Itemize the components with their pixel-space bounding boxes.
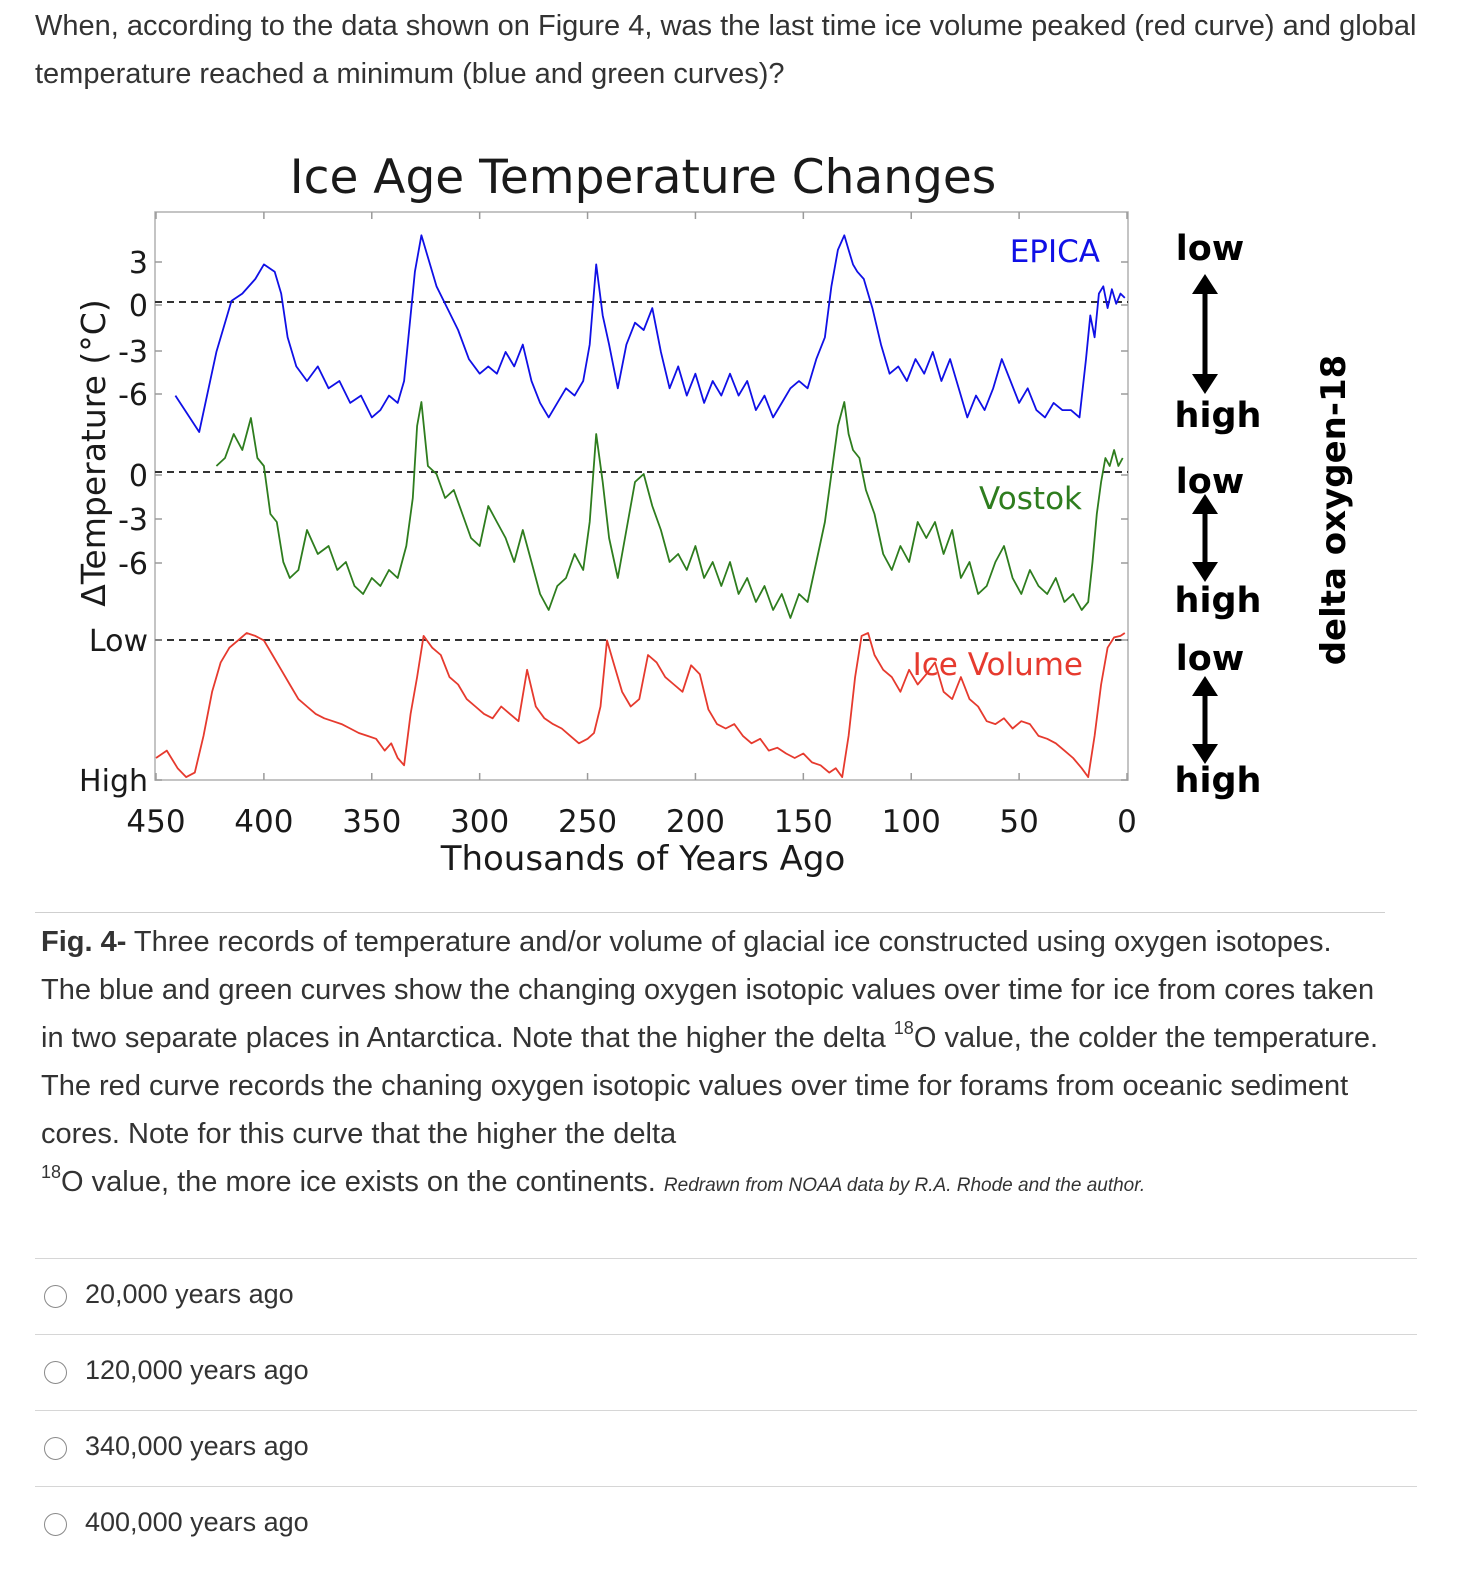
x-tick-label: 250 xyxy=(558,804,617,840)
caption-divider xyxy=(35,912,1385,913)
figure-caption: Fig. 4- Three records of temperature and… xyxy=(41,918,1386,1210)
y-tick-label: 0 xyxy=(129,459,148,494)
caption-text-1: Three records of temperature and/or volu… xyxy=(41,926,1375,1054)
x-tick-label: 200 xyxy=(666,804,725,840)
answer-label: 400,000 years ago xyxy=(85,1507,309,1537)
top-ticks xyxy=(155,212,1128,780)
x-tick-label: 450 xyxy=(126,804,185,840)
y-tick-label: -3 xyxy=(118,503,148,538)
scale-low-label: low xyxy=(1176,229,1244,269)
caption-sup-1: 18 xyxy=(893,1018,914,1039)
x-tick-label: 150 xyxy=(774,804,833,840)
caption-label: Fig. 4- xyxy=(41,926,127,958)
y-tick-label: 3 xyxy=(129,246,148,281)
caption-credit: Redrawn from NOAA data by R.A. Rhode and… xyxy=(663,1175,1146,1196)
plot-frame xyxy=(154,211,1129,781)
scale-high-label: high xyxy=(1175,581,1262,621)
scale-low-label: low xyxy=(1176,462,1244,502)
series-labels: EPICA Vostok Ice Volume xyxy=(913,234,1100,683)
question-text: When, according to the data shown on Fig… xyxy=(35,10,1417,90)
x-axis-label: Thousands of Years Ago xyxy=(440,839,846,879)
answer-option-1[interactable]: 20,000 years ago xyxy=(35,1258,1417,1334)
scale-high-label: high xyxy=(1175,396,1262,436)
x-tick-labels: 450 400 350 300 250 200 150 100 50 0 xyxy=(126,804,1136,840)
series-label: EPICA xyxy=(1010,234,1100,270)
caption-text-2: O value, the colder the temperature. The… xyxy=(41,1022,1379,1150)
arrow-up-icon xyxy=(1192,494,1218,514)
x-tick-label: 100 xyxy=(882,804,941,840)
right-axis-label: delta oxygen-18 xyxy=(1314,355,1354,666)
y-tick-label: Low xyxy=(89,624,148,659)
scale-high-label: high xyxy=(1175,761,1262,801)
caption-sup-2: 18 xyxy=(41,1162,62,1183)
radio-button[interactable] xyxy=(44,1513,67,1536)
answer-option-3[interactable]: 340,000 years ago xyxy=(35,1410,1417,1486)
arrow-up-icon xyxy=(1192,274,1218,294)
radio-button[interactable] xyxy=(44,1361,67,1384)
x-tick-label: 400 xyxy=(234,804,293,840)
chart-title: Ice Age Temperature Changes xyxy=(290,150,997,205)
series-label: Ice Volume xyxy=(913,647,1083,683)
reference-dashes xyxy=(155,301,1128,641)
y-axis-label: ΔTemperature (°C) xyxy=(74,299,113,606)
x-tick-label: 300 xyxy=(450,804,509,840)
answer-label: 20,000 years ago xyxy=(85,1279,294,1309)
answer-label: 120,000 years ago xyxy=(85,1355,309,1385)
answer-label: 340,000 years ago xyxy=(85,1431,309,1461)
y-tick-label: High xyxy=(79,764,148,799)
series-group xyxy=(155,234,1126,778)
y-tick-label: -3 xyxy=(118,335,148,370)
y-tick-labels: 3 0 -3 -6 0 -3 -6 Low High xyxy=(79,246,1128,799)
arrow-down-icon xyxy=(1192,374,1218,394)
x-tick-label: 350 xyxy=(342,804,401,840)
scale-low-label: low xyxy=(1176,639,1244,679)
answer-list: 20,000 years ago 120,000 years ago 340,0… xyxy=(35,1258,1417,1562)
y-tick-label: 0 xyxy=(129,289,148,324)
arrow-down-icon xyxy=(1192,562,1218,582)
arrow-down-icon xyxy=(1192,744,1218,764)
series-line-vostok xyxy=(215,401,1124,619)
arrow-up-icon xyxy=(1192,676,1218,696)
series-line-epica xyxy=(174,234,1126,433)
x-tick-label: 50 xyxy=(999,804,1038,840)
answer-option-2[interactable]: 120,000 years ago xyxy=(35,1334,1417,1410)
radio-button[interactable] xyxy=(44,1437,67,1460)
series-line-ice-volume xyxy=(155,632,1126,778)
caption-text-3: O value, the more ice exists on the cont… xyxy=(61,1166,664,1198)
right-scale: low high low high low high xyxy=(1175,229,1262,801)
radio-button[interactable] xyxy=(44,1285,67,1308)
x-tick-label: 0 xyxy=(1117,804,1137,840)
series-label: Vostok xyxy=(979,481,1082,517)
ice-age-chart: Ice Age Temperature Changes 3 0 -3 -6 0 -3 -6 L… xyxy=(74,150,1354,879)
y-tick-label: -6 xyxy=(118,547,148,582)
answer-option-4[interactable]: 400,000 years ago xyxy=(35,1486,1417,1562)
y-tick-label: -6 xyxy=(118,378,148,413)
